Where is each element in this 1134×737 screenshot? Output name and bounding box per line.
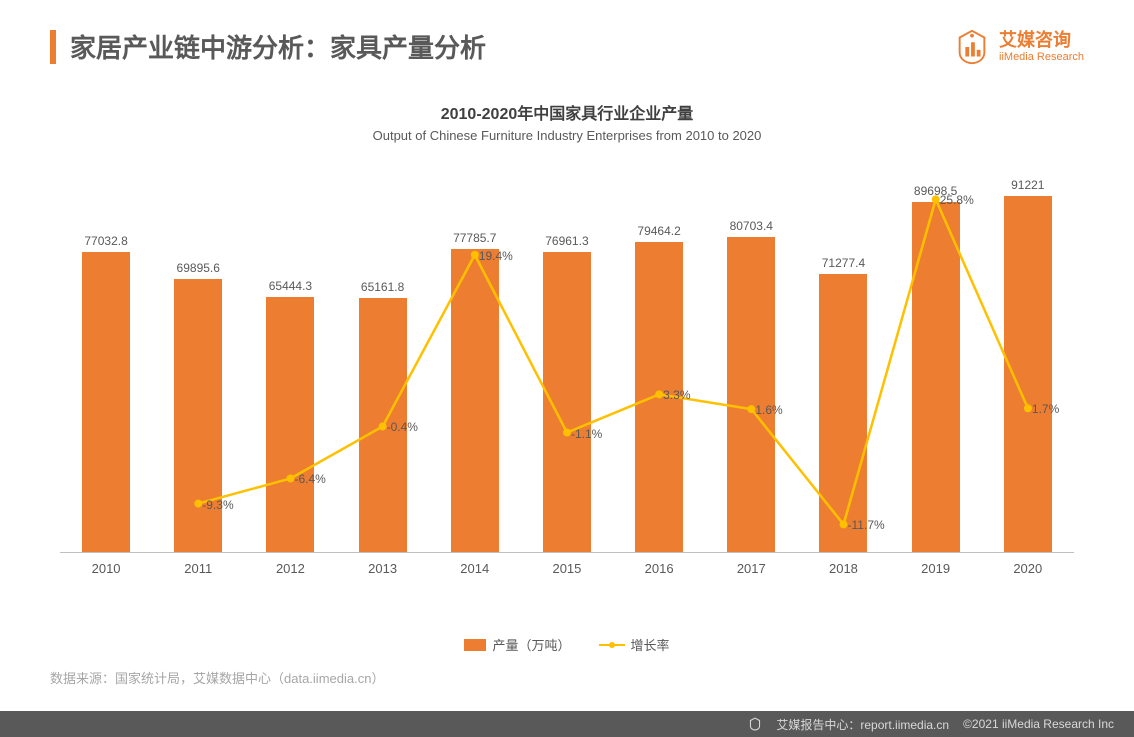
logo-cn: 艾媒咨询: [999, 31, 1084, 51]
bar-value-label: 71277.4: [822, 256, 865, 270]
bar-value-label: 91221: [1011, 178, 1044, 192]
title-accent-bar: [50, 30, 56, 64]
title-wrap: 家居产业链中游分析：家具产量分析: [50, 28, 486, 65]
chart-title-en: Output of Chinese Furniture Industry Ent…: [0, 128, 1134, 143]
legend-line: 增长率: [599, 635, 670, 654]
footer-center: 艾媒报告中心：report.iimedia.cn: [776, 716, 949, 733]
growth-label: -6.4%: [294, 472, 325, 486]
x-axis: 2010 2011 2012 2013 2014 2015 2016 2017 2018 2019…: [60, 561, 1074, 576]
growth-label: -9.3%: [202, 498, 233, 512]
bar-value-label: 77785.7: [453, 231, 496, 245]
bar: [266, 297, 314, 552]
legend-line-swatch: [599, 644, 625, 646]
legend-line-label: 增长率: [631, 635, 670, 654]
growth-label: -11.7%: [848, 518, 885, 532]
combo-chart: 77032.8 69895.6 65444.3 65161.8 77785.7 76961…: [60, 163, 1074, 603]
x-tick: 2013: [359, 561, 407, 576]
bar-group: 77032.8: [82, 252, 130, 552]
x-tick: 2017: [727, 561, 775, 576]
x-tick: 2010: [82, 561, 130, 576]
bar-group: 80703.4: [727, 237, 775, 552]
bar-value-label: 79464.2: [637, 224, 680, 238]
logo-icon: [953, 28, 991, 66]
brand-logo: 艾媒咨询 iiMedia Research: [953, 28, 1084, 66]
x-tick: 2014: [451, 561, 499, 576]
legend-bar-label: 产量（万吨）: [492, 635, 570, 654]
logo-text: 艾媒咨询 iiMedia Research: [999, 31, 1084, 63]
bar-group: 65444.3: [266, 297, 314, 552]
footer-copyright: ©2021 iiMedia Research Inc: [963, 717, 1114, 731]
x-tick: 2018: [819, 561, 867, 576]
bar-group: 77785.7: [451, 249, 499, 552]
bar-value-label: 69895.6: [177, 261, 220, 275]
data-source: 数据来源：国家统计局，艾媒数据中心（data.iimedia.cn）: [50, 668, 384, 687]
growth-label: -0.4%: [387, 420, 418, 434]
bar-group: 89698.5: [912, 202, 960, 552]
bar: [451, 249, 499, 552]
chart-title-cn: 2010-2020年中国家具行业企业产量: [0, 100, 1134, 124]
bar: [82, 252, 130, 552]
legend: 产量（万吨） 增长率: [0, 635, 1134, 654]
bar-value-label: 65161.8: [361, 280, 404, 294]
bar-group: 76961.3: [543, 252, 591, 552]
growth-label: 1.7%: [1032, 402, 1059, 416]
footer-bar: 艾媒报告中心：report.iimedia.cn ©2021 iiMedia R…: [0, 711, 1134, 737]
chart-titles: 2010-2020年中国家具行业企业产量 Output of Chinese F…: [0, 100, 1134, 143]
legend-bar: 产量（万吨）: [464, 635, 570, 654]
growth-label: 25.8%: [940, 193, 974, 207]
bar: [1004, 196, 1052, 552]
bar: [912, 202, 960, 552]
x-tick: 2019: [912, 561, 960, 576]
growth-label: 19.4%: [479, 249, 513, 263]
growth-label: 1.6%: [755, 403, 782, 417]
footer-logo-icon: [748, 717, 762, 731]
x-tick: 2011: [174, 561, 222, 576]
plot-area: 77032.8 69895.6 65444.3 65161.8 77785.7 76961…: [60, 163, 1074, 553]
bar-group: 91221: [1004, 196, 1052, 552]
bar-group: 71277.4: [819, 274, 867, 552]
bar-value-label: 76961.3: [545, 234, 588, 248]
header: 家居产业链中游分析：家具产量分析 艾媒咨询 iiMedia Research: [0, 0, 1134, 66]
bars-container: 77032.8 69895.6 65444.3 65161.8 77785.7 76961…: [60, 163, 1074, 552]
legend-bar-swatch: [464, 639, 486, 651]
bar: [727, 237, 775, 552]
bar: [819, 274, 867, 552]
x-tick: 2015: [543, 561, 591, 576]
page-title: 家居产业链中游分析：家具产量分析: [70, 28, 486, 65]
growth-label: -1.1%: [571, 427, 602, 441]
bar-value-label: 80703.4: [730, 219, 773, 233]
bar: [543, 252, 591, 552]
x-tick: 2016: [635, 561, 683, 576]
x-tick: 2020: [1004, 561, 1052, 576]
bar-value-label: 77032.8: [84, 234, 127, 248]
x-tick: 2012: [266, 561, 314, 576]
logo-en: iiMedia Research: [999, 51, 1084, 63]
growth-label: 3.3%: [663, 388, 690, 402]
bar-value-label: 65444.3: [269, 279, 312, 293]
